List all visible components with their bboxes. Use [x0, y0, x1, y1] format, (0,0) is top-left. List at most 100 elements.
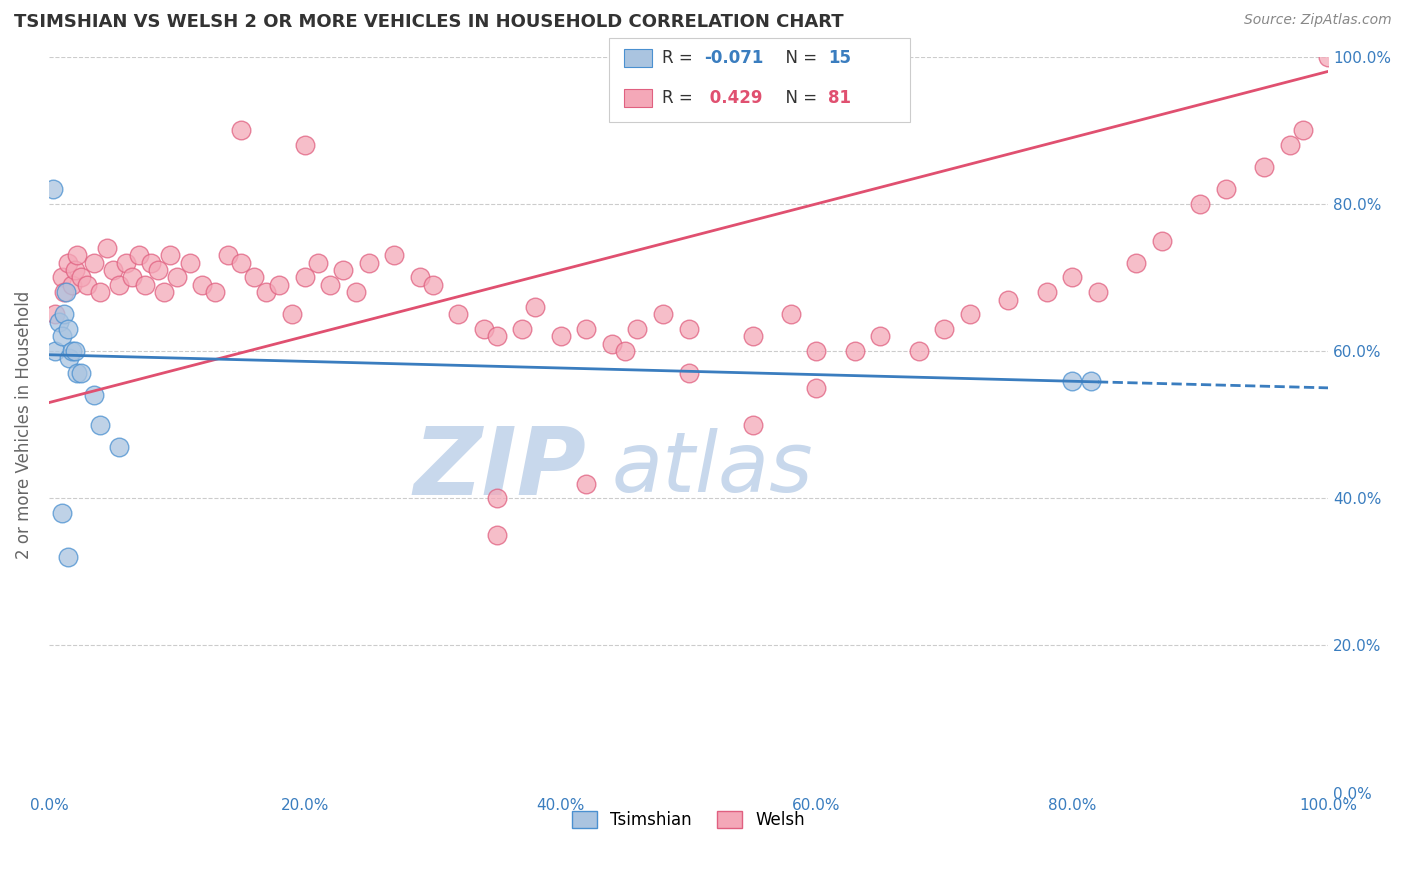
Point	[1080, 374, 1102, 388]
Text: atlas: atlas	[612, 428, 814, 509]
Point	[191, 277, 214, 292]
Point	[678, 322, 700, 336]
Point	[134, 277, 156, 292]
Point	[56, 550, 79, 565]
Point	[42, 182, 65, 196]
Point	[108, 277, 131, 292]
Point	[1062, 374, 1084, 388]
Point	[128, 248, 150, 262]
Point	[550, 329, 572, 343]
Point	[58, 351, 80, 366]
Text: N =: N =	[775, 49, 823, 67]
Point	[600, 336, 623, 351]
Point	[626, 322, 648, 336]
Point	[66, 248, 89, 262]
Point	[89, 417, 111, 432]
Point	[76, 277, 98, 292]
Point	[44, 307, 66, 321]
Text: N =: N =	[775, 89, 823, 107]
Text: 15: 15	[828, 49, 851, 67]
Point	[510, 322, 533, 336]
Point	[1189, 197, 1212, 211]
Point	[70, 270, 93, 285]
Text: ZIP: ZIP	[413, 423, 586, 515]
Point	[166, 270, 188, 285]
Point	[60, 344, 83, 359]
Point	[907, 344, 929, 359]
Point	[422, 277, 444, 292]
Point	[294, 138, 316, 153]
Text: Source: ZipAtlas.com: Source: ZipAtlas.com	[1244, 13, 1392, 28]
Point	[108, 440, 131, 454]
Point	[63, 344, 86, 359]
Point	[114, 256, 136, 270]
Point	[1278, 138, 1301, 153]
Point	[1035, 285, 1057, 300]
Point	[332, 263, 354, 277]
Point	[83, 388, 105, 402]
Point	[741, 329, 763, 343]
Point	[806, 381, 828, 395]
Point	[53, 285, 76, 300]
Point	[524, 300, 547, 314]
Point	[959, 307, 981, 321]
Point	[869, 329, 891, 343]
Point	[121, 270, 143, 285]
Point	[204, 285, 226, 300]
Point	[741, 417, 763, 432]
Point	[652, 307, 675, 321]
Point	[101, 263, 124, 277]
Point	[96, 241, 118, 255]
Point	[141, 256, 163, 270]
Point	[56, 322, 79, 336]
Point	[70, 366, 93, 380]
Point	[83, 256, 105, 270]
Point	[281, 307, 304, 321]
Point	[48, 315, 70, 329]
Point	[55, 285, 77, 300]
Y-axis label: 2 or more Vehicles in Household: 2 or more Vehicles in Household	[15, 291, 32, 558]
Point	[307, 256, 329, 270]
Point	[1317, 50, 1340, 64]
Point	[575, 476, 598, 491]
Point	[844, 344, 866, 359]
Point	[179, 256, 201, 270]
Point	[89, 285, 111, 300]
Point	[806, 344, 828, 359]
Point	[56, 256, 79, 270]
Point	[60, 277, 83, 292]
Point	[382, 248, 405, 262]
Legend: Tsimshian, Welsh: Tsimshian, Welsh	[565, 805, 811, 836]
Text: R =: R =	[662, 49, 699, 67]
Point	[780, 307, 803, 321]
Point	[146, 263, 169, 277]
Point	[357, 256, 380, 270]
Point	[1253, 160, 1275, 174]
Point	[485, 491, 508, 506]
Point	[66, 366, 89, 380]
Point	[409, 270, 432, 285]
Point	[997, 293, 1019, 307]
Point	[254, 285, 277, 300]
Point	[485, 329, 508, 343]
Point	[319, 277, 342, 292]
Point	[217, 248, 239, 262]
Point	[1215, 182, 1237, 196]
Point	[153, 285, 176, 300]
Point	[1062, 270, 1084, 285]
Point	[575, 322, 598, 336]
Point	[1291, 123, 1313, 137]
Point	[344, 285, 367, 300]
Text: 0.429: 0.429	[704, 89, 763, 107]
Point	[472, 322, 495, 336]
Point	[159, 248, 181, 262]
Point	[51, 329, 73, 343]
Text: TSIMSHIAN VS WELSH 2 OR MORE VEHICLES IN HOUSEHOLD CORRELATION CHART: TSIMSHIAN VS WELSH 2 OR MORE VEHICLES IN…	[14, 13, 844, 31]
Text: 81: 81	[828, 89, 851, 107]
Point	[1150, 234, 1173, 248]
Point	[63, 263, 86, 277]
Point	[269, 277, 291, 292]
Point	[447, 307, 470, 321]
Text: R =: R =	[662, 89, 699, 107]
Point	[44, 344, 66, 359]
